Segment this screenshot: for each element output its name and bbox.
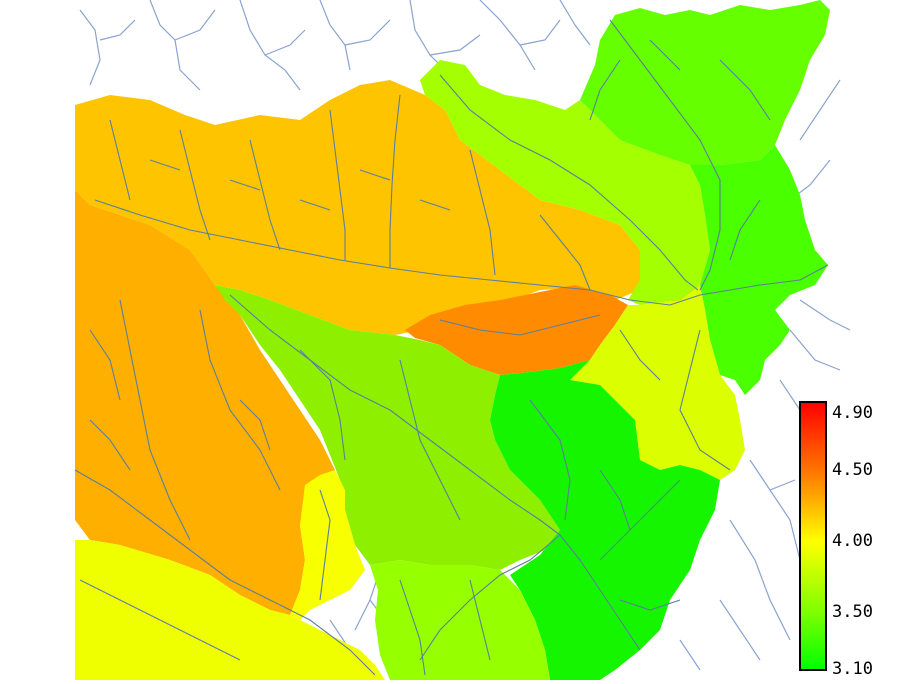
subbasin-northwest-orange[interactable] [75,80,640,335]
color-legend: 4.90 4.50 4.00 3.50 3.10 [799,401,873,679]
subbasin-northeast-green[interactable] [580,0,830,165]
subbasin-north-yellowgreen[interactable] [420,60,710,305]
legend-tick-label: 3.10 [832,659,873,679]
subbasin-central-green[interactable] [215,285,560,570]
legend-color-bar [799,401,827,671]
inside-stream-network [74,19,829,676]
legend-tick-label: 3.50 [832,602,873,622]
subbasin-east-green[interactable] [690,145,828,395]
subbasin-layer [75,0,830,680]
legend-tick-label: 4.50 [832,460,873,480]
subbasin-south-yellowgreen[interactable] [370,560,550,680]
legend-tick-label: 4.90 [832,403,873,423]
subbasin-west-orange[interactable] [75,190,335,615]
subbasin-southwest-yellow[interactable] [75,540,385,680]
legend-tick-label: 4.00 [832,531,873,551]
subbasin-center-dark-orange[interactable] [405,285,628,375]
subbasin-south-yellow-lobe[interactable] [290,470,365,620]
subbasin-east-yellow[interactable] [570,285,745,480]
subbasin-southeast-bright-green[interactable] [490,360,720,680]
